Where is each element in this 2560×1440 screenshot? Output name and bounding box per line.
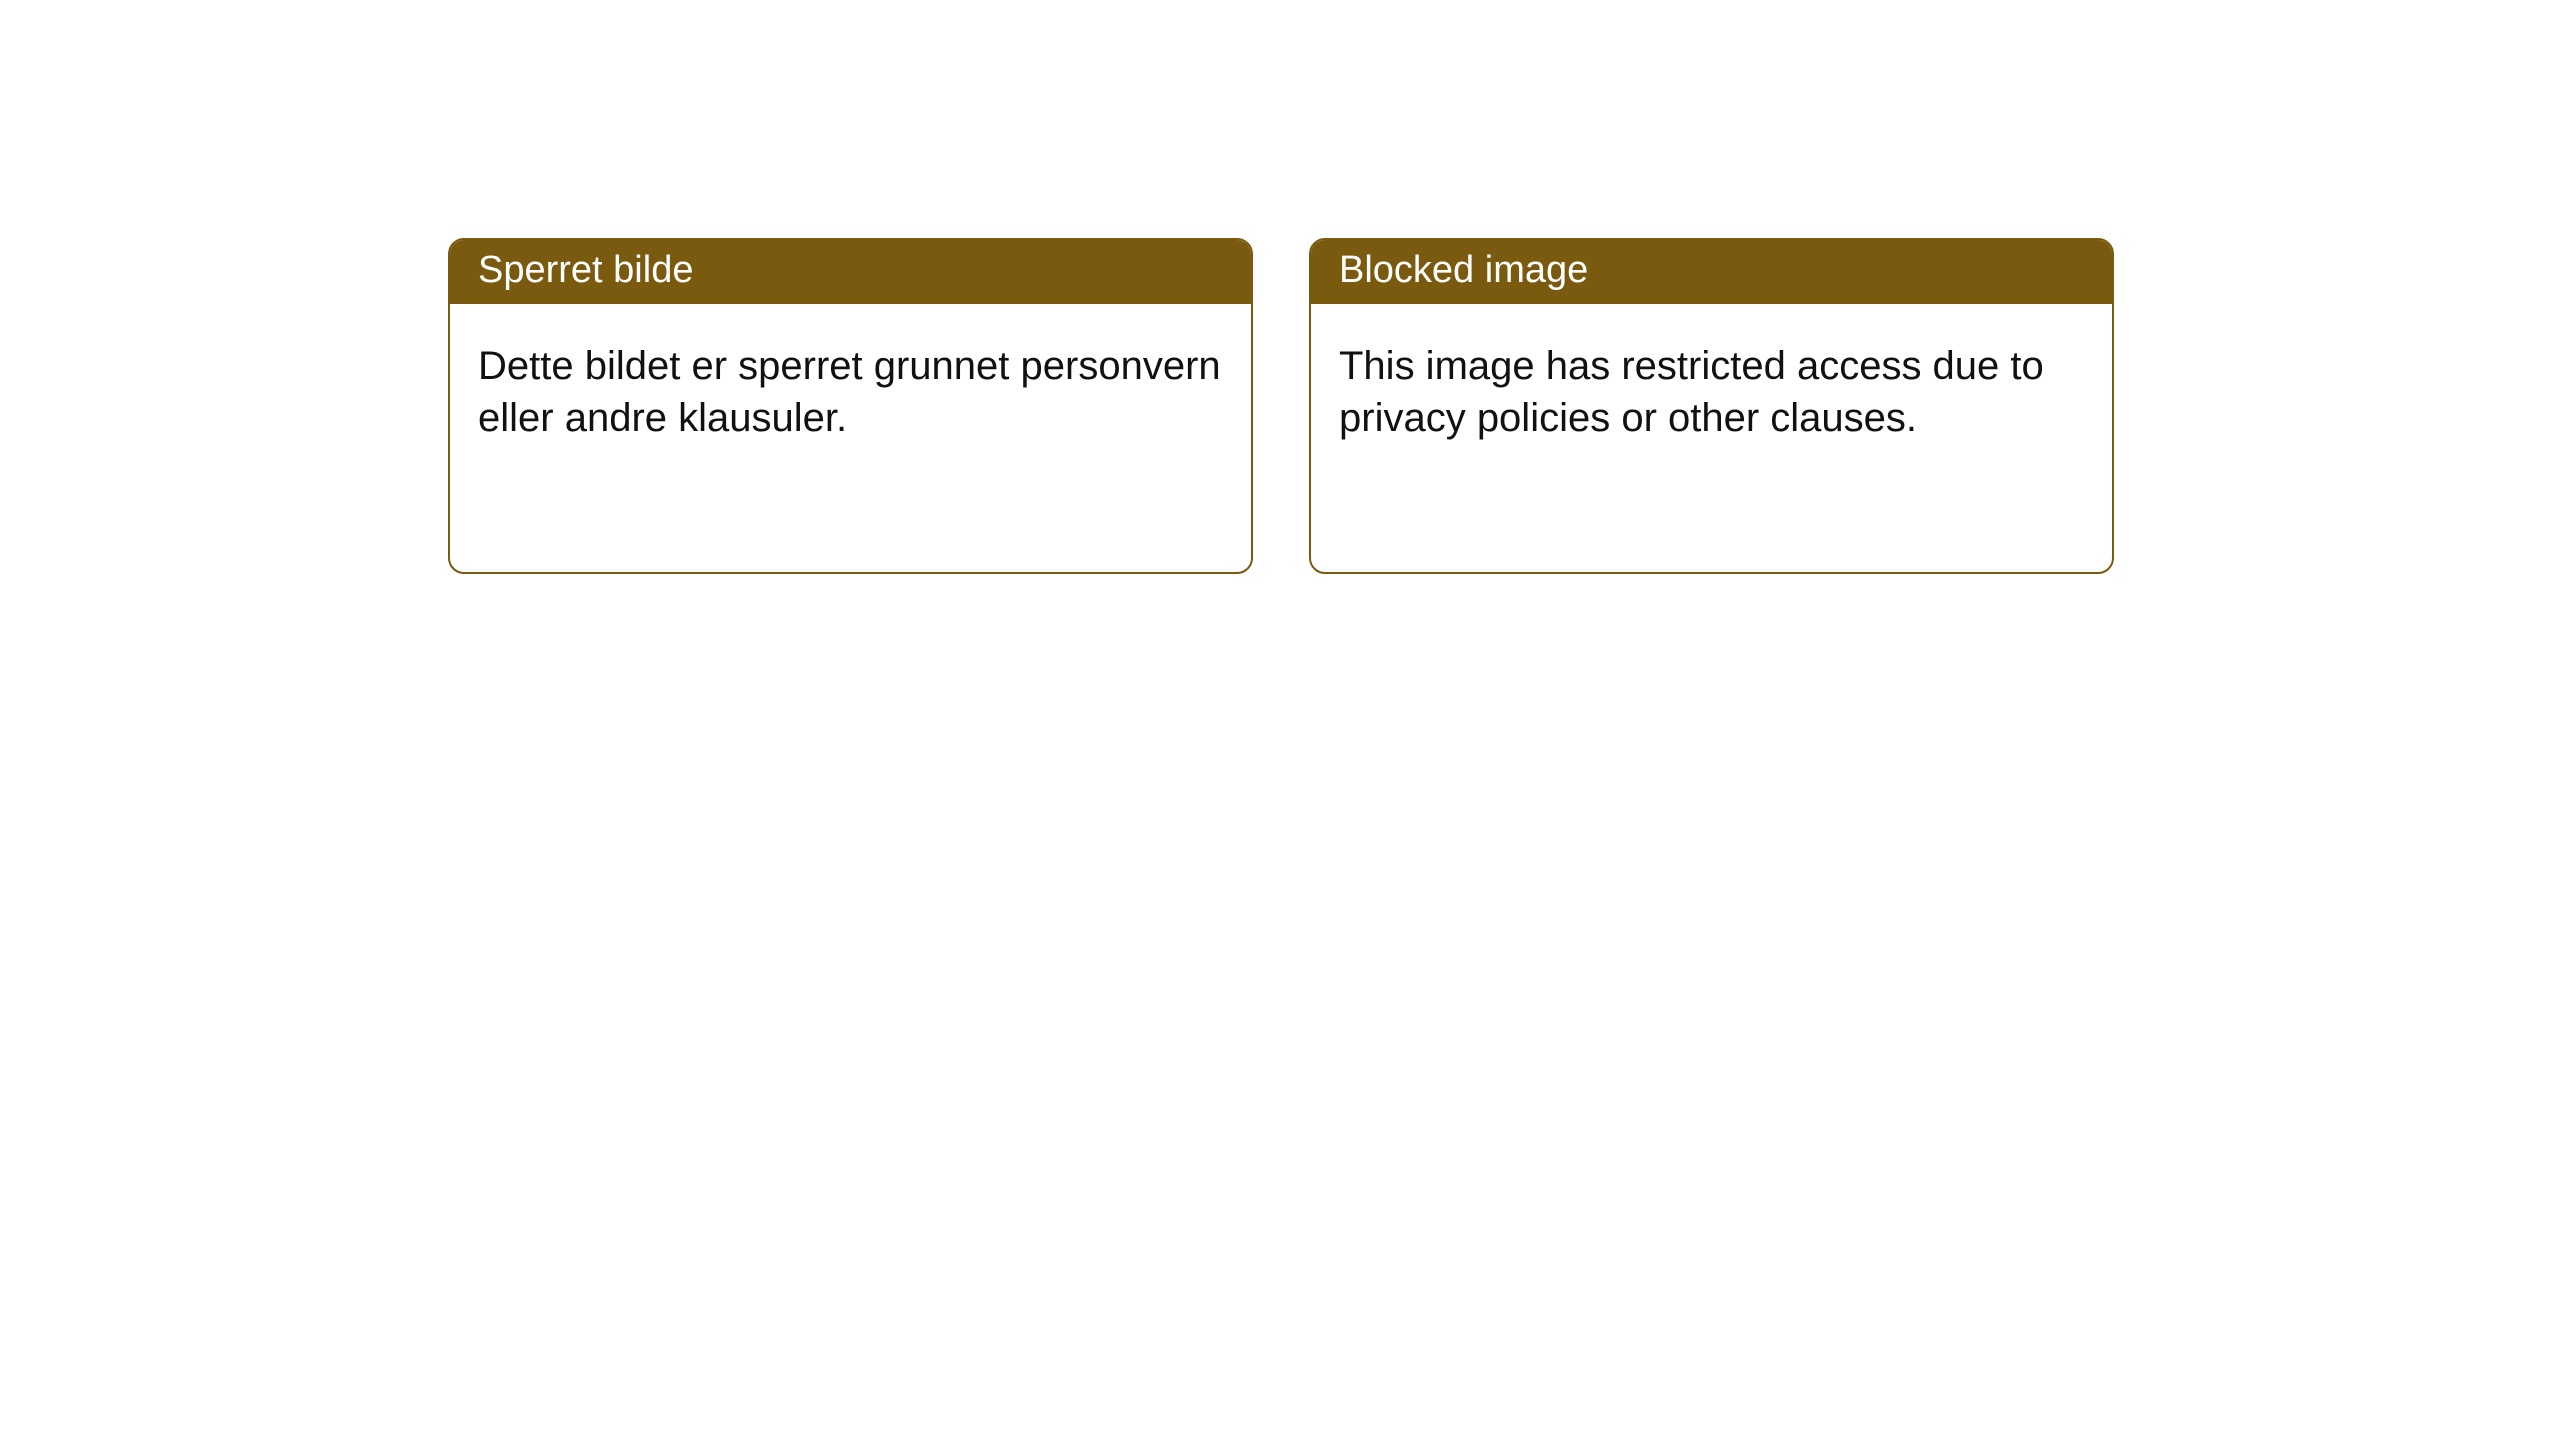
notice-card-title: Sperret bilde — [450, 240, 1251, 304]
notice-card-body: Dette bildet er sperret grunnet personve… — [450, 304, 1251, 480]
notice-card-no: Sperret bilde Dette bildet er sperret gr… — [448, 238, 1253, 574]
notice-card-title: Blocked image — [1311, 240, 2112, 304]
notice-card-en: Blocked image This image has restricted … — [1309, 238, 2114, 574]
notice-card-body: This image has restricted access due to … — [1311, 304, 2112, 480]
notice-container: Sperret bilde Dette bildet er sperret gr… — [0, 0, 2560, 574]
